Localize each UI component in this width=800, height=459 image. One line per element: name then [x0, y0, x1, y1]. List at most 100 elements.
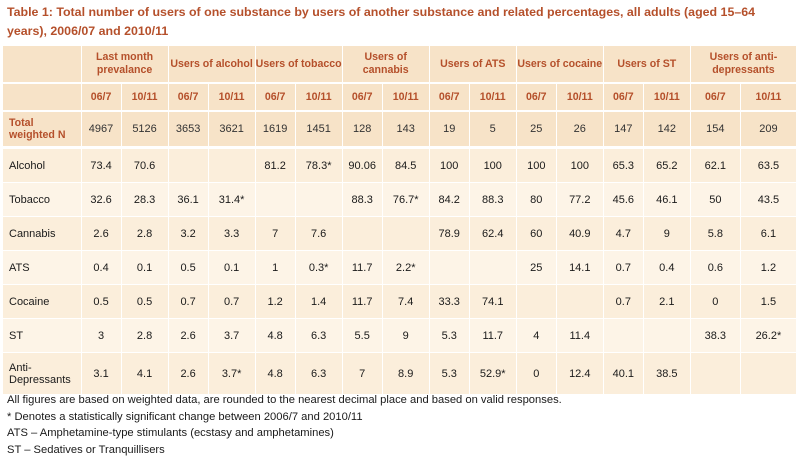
table-cell: 9	[382, 318, 430, 353]
totals-cell: 147	[603, 111, 644, 149]
table-cell: 78.3*	[295, 147, 343, 183]
table-cell: 7.6	[295, 216, 343, 251]
table-cell: 78.9	[429, 216, 470, 251]
totals-cell: 1619	[255, 111, 296, 149]
table-cell: 43.5	[740, 182, 798, 217]
table-cell: 63.5	[740, 147, 798, 183]
table-cell: 38.5	[643, 352, 691, 395]
header-year: 06/7	[690, 83, 741, 112]
table-cell	[208, 147, 256, 183]
table-cell: 70.6	[121, 147, 169, 183]
table-title: Table 1: Total number of users of one su…	[7, 5, 756, 38]
table-row: Tobacco 32.6 28.3 36.1 31.4* 88.3 76.7* 84.2 88.…	[3, 182, 798, 217]
table-cell: 52.9*	[469, 352, 517, 395]
table-cell	[469, 250, 517, 285]
table-cell: 4	[516, 318, 557, 353]
table-row: Anti-Depressants 3.1 4.1 2.6 3.7* 4.8 6.3 7 8.9 5…	[3, 352, 798, 395]
table-cell: 100	[556, 147, 604, 183]
header-group: Users of cannabis	[342, 46, 430, 84]
footnotes: All figures are based on weighted data, …	[7, 392, 562, 458]
table-cell: 32.6	[81, 182, 122, 217]
row-label: Anti-Depressants	[3, 352, 82, 395]
table-cell	[342, 216, 383, 251]
table-cell: 77.2	[556, 182, 604, 217]
table-cell: 6.3	[295, 352, 343, 395]
table-cell: 11.4	[556, 318, 604, 353]
table-cell	[603, 318, 644, 353]
totals-cell: 5126	[121, 111, 169, 149]
table-cell: 5.3	[429, 318, 470, 353]
table-cell: 6.1	[740, 216, 798, 251]
header-year: 06/7	[516, 83, 557, 112]
table-cell: 0	[516, 352, 557, 395]
footnote: * Denotes a statistically significant ch…	[7, 410, 363, 423]
footnote: All figures are based on weighted data, …	[7, 394, 562, 406]
table-cell: 0.5	[168, 250, 209, 285]
table-cell: 36.1	[168, 182, 209, 217]
table-container: Last month prevalance Users of alcohol U…	[3, 46, 798, 395]
header-year: 10/11	[382, 83, 430, 112]
table-cell: 2.2*	[382, 250, 430, 285]
table-cell: 4.8	[255, 352, 296, 395]
totals-cell: 26	[556, 111, 604, 149]
header-group: Users of ST	[603, 46, 691, 84]
table-cell: 5.8	[690, 216, 741, 251]
table-cell: 31.4*	[208, 182, 256, 217]
totals-cell: 143	[382, 111, 430, 149]
totals-row: Total weighted N 4967 5126 3653 3621 1619 145…	[3, 111, 798, 149]
substance-users-table: Last month prevalance Users of alcohol U…	[3, 46, 798, 395]
table-cell: 3.2	[168, 216, 209, 251]
header-group: Users of anti-depressants	[690, 46, 798, 84]
table-cell: 0.7	[603, 284, 644, 319]
table-cell: 2.6	[168, 318, 209, 353]
table-cell: 40.9	[556, 216, 604, 251]
table-cell: 74.1	[469, 284, 517, 319]
table-cell: 2.6	[81, 216, 122, 251]
totals-cell: 142	[643, 111, 691, 149]
table-cell: 2.8	[121, 318, 169, 353]
table-row: ATS 0.4 0.1 0.5 0.1 1 0.3* 11.7 2.2* 25 14.1 0.7 0.4…	[3, 250, 798, 285]
table-cell: 0.1	[121, 250, 169, 285]
table-row: Cannabis 2.6 2.8 3.2 3.3 7 7.6 78.9 62.4 60 40.9 4.…	[3, 216, 798, 251]
table-cell	[643, 318, 691, 353]
table-cell	[690, 352, 741, 395]
row-label: Cocaine	[3, 284, 82, 319]
table-cell: 25	[516, 250, 557, 285]
table-cell: 1.5	[740, 284, 798, 319]
table-cell: 7.4	[382, 284, 430, 319]
table-cell: 3.7*	[208, 352, 256, 395]
table-cell: 3.3	[208, 216, 256, 251]
table-cell: 0.5	[121, 284, 169, 319]
header-year: 10/11	[556, 83, 604, 112]
table-cell: 84.2	[429, 182, 470, 217]
table-cell	[255, 182, 296, 217]
header-year: 10/11	[208, 83, 256, 112]
header-year: 06/7	[342, 83, 383, 112]
table-cell: 14.1	[556, 250, 604, 285]
header-year-row: 06/7 10/11 06/7 10/11 06/7 10/11 06/7 10/11 06/7…	[3, 83, 798, 112]
header-year: 10/11	[643, 83, 691, 112]
table-row: Alcohol 73.4 70.6 81.2 78.3* 90.06 84.5 100 100 1…	[3, 147, 798, 183]
table-cell	[556, 284, 604, 319]
table-cell	[382, 216, 430, 251]
header-group: Users of ATS	[429, 46, 517, 84]
table-cell: 0.1	[208, 250, 256, 285]
table-cell: 90.06	[342, 147, 383, 183]
table-cell: 28.3	[121, 182, 169, 217]
table-cell: 88.3	[469, 182, 517, 217]
header-corner	[3, 83, 82, 112]
header-year: 06/7	[168, 83, 209, 112]
header-year: 10/11	[295, 83, 343, 112]
table-cell: 12.4	[556, 352, 604, 395]
table-cell: 33.3	[429, 284, 470, 319]
table-cell: 3	[81, 318, 122, 353]
table-cell: 7	[255, 216, 296, 251]
table-cell: 2.6	[168, 352, 209, 395]
title-bar: Table 1: Total number of users of one su…	[0, 0, 800, 46]
totals-label: Total weighted N	[3, 111, 82, 149]
table-cell: 62.4	[469, 216, 517, 251]
table-cell: 6.3	[295, 318, 343, 353]
table-cell: 11.7	[469, 318, 517, 353]
table-cell: 100	[469, 147, 517, 183]
table-cell: 100	[516, 147, 557, 183]
